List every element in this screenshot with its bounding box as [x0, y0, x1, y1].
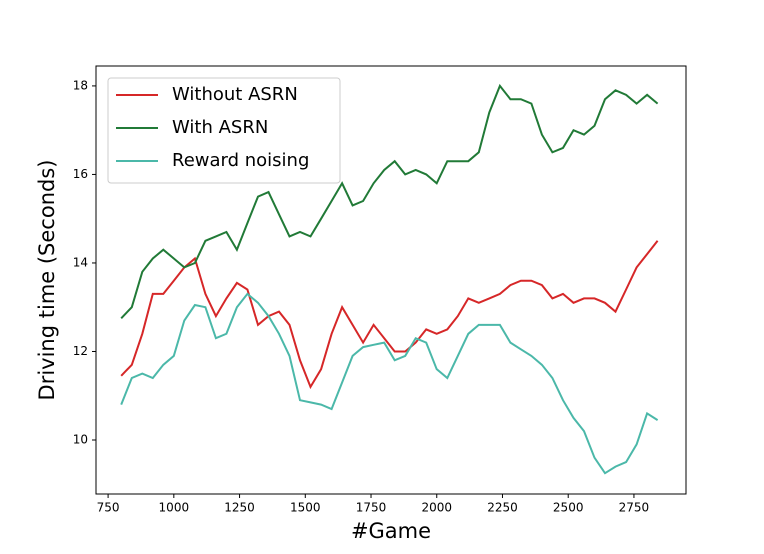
legend-label: With ASRN — [172, 117, 268, 138]
legend-label: Reward noising — [172, 150, 309, 171]
x-tick-label: 750 — [97, 501, 120, 515]
x-tick-label: 2250 — [487, 501, 518, 515]
y-tick-label: 10 — [73, 433, 88, 447]
x-axis-label: #Game — [351, 519, 431, 543]
legend-box — [107, 77, 341, 184]
x-tick-label: 1500 — [290, 501, 321, 515]
y-axis-label: Driving time (Seconds) — [35, 160, 59, 401]
x-tick-label: 1750 — [356, 501, 387, 515]
line-series — [120, 292, 659, 475]
y-tick-label: 12 — [73, 344, 88, 358]
legend-label: Without ASRN — [172, 84, 298, 105]
y-tick-label: 14 — [73, 255, 88, 269]
y-tick-label: 16 — [73, 167, 88, 181]
x-tick-label: 1250 — [224, 501, 255, 515]
plot-frame — [95, 65, 687, 495]
x-tick-label: 2750 — [619, 501, 650, 515]
x-tick-label: 2500 — [553, 501, 584, 515]
x-tick-label: 1000 — [159, 501, 190, 515]
x-tick-label: 2000 — [421, 501, 452, 515]
y-tick-label: 18 — [73, 78, 88, 92]
line-series — [120, 240, 659, 390]
line-series — [120, 83, 659, 319]
